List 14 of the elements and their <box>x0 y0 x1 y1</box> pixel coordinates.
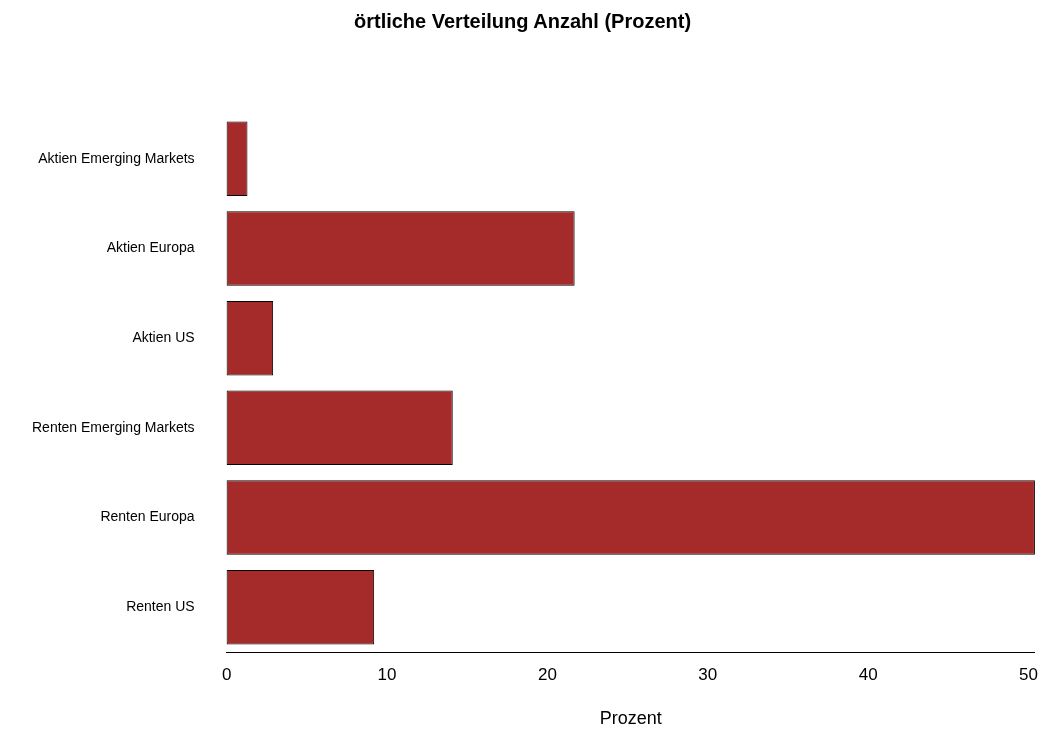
y-tick-label: Aktien Europa <box>106 239 195 256</box>
y-tick-label: Aktien US <box>132 329 195 346</box>
x-tick-label: 30 <box>698 664 718 684</box>
y-tick-label: Renten Emerging Markets <box>31 418 195 435</box>
x-tick-label: 40 <box>858 664 878 684</box>
y-tick-label: Renten Europa <box>100 508 195 525</box>
x-tick-label: 50 <box>1019 664 1038 684</box>
x-tick-label: 20 <box>537 664 557 684</box>
y-tick-label: Renten US <box>126 598 195 615</box>
y-tick-label: Aktien Emerging Markets <box>38 149 195 166</box>
x-tick-label: 10 <box>377 664 397 684</box>
x-tick-label: 0 <box>221 664 232 684</box>
x-axis-title: Prozent <box>599 708 662 729</box>
chart-title: örtliche Verteilung Anzahl (Prozent) <box>353 9 692 32</box>
